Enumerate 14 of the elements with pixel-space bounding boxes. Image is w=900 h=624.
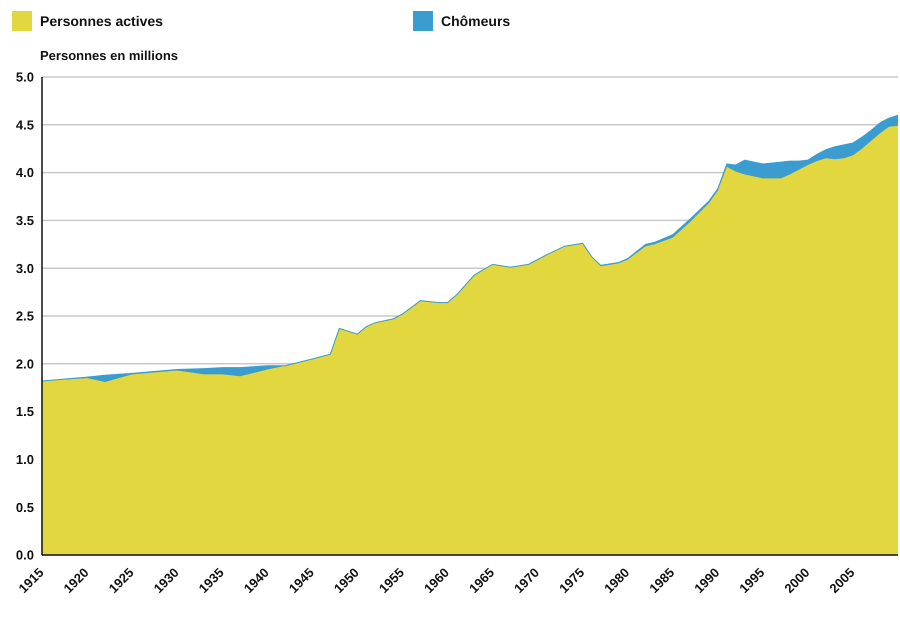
y-tick-label: 3.5 xyxy=(16,213,34,228)
legend-label: Chômeurs xyxy=(440,13,510,29)
y-tick-label: 2.5 xyxy=(16,308,34,324)
legend-label: Personnes actives xyxy=(40,13,163,29)
y-tick-label: 1.5 xyxy=(16,404,34,420)
y-tick-label: 5.0 xyxy=(16,70,34,85)
y-tick-label: 3.0 xyxy=(16,260,34,276)
y-tick-label: 4.5 xyxy=(16,117,34,132)
y-axis-title: Personnes en millions xyxy=(40,48,179,63)
y-tick-label: 0.5 xyxy=(16,500,34,515)
y-tick-label: 2.0 xyxy=(16,356,34,372)
y-tick-label: 1.0 xyxy=(16,452,34,468)
y-tick-label: 0.0 xyxy=(16,548,34,563)
y-tick-label: 4.0 xyxy=(16,165,34,180)
